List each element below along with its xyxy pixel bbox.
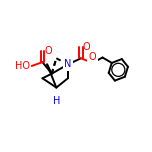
Text: N: N [64, 59, 72, 69]
Text: H: H [53, 96, 60, 106]
Text: O: O [89, 52, 96, 62]
Text: O: O [83, 42, 90, 52]
Text: O: O [44, 46, 52, 56]
Text: HO: HO [15, 61, 30, 71]
